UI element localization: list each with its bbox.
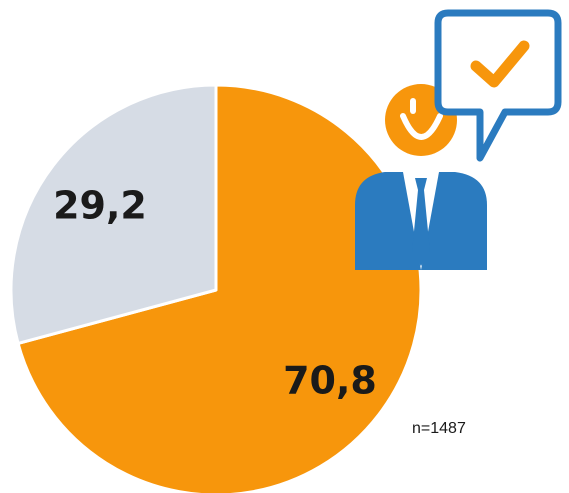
annotation: n=1487 bbox=[412, 420, 466, 437]
value-labels: 70,8 29,2 bbox=[53, 184, 377, 403]
speech-bubble-icon bbox=[434, 9, 562, 162]
value-label: 29,2 bbox=[53, 184, 147, 228]
value-label: 70,8 bbox=[283, 359, 377, 403]
pie bbox=[9, 83, 423, 493]
pie-slice bbox=[16, 83, 423, 493]
pie-slice bbox=[9, 83, 218, 345]
person-icon bbox=[355, 84, 487, 270]
